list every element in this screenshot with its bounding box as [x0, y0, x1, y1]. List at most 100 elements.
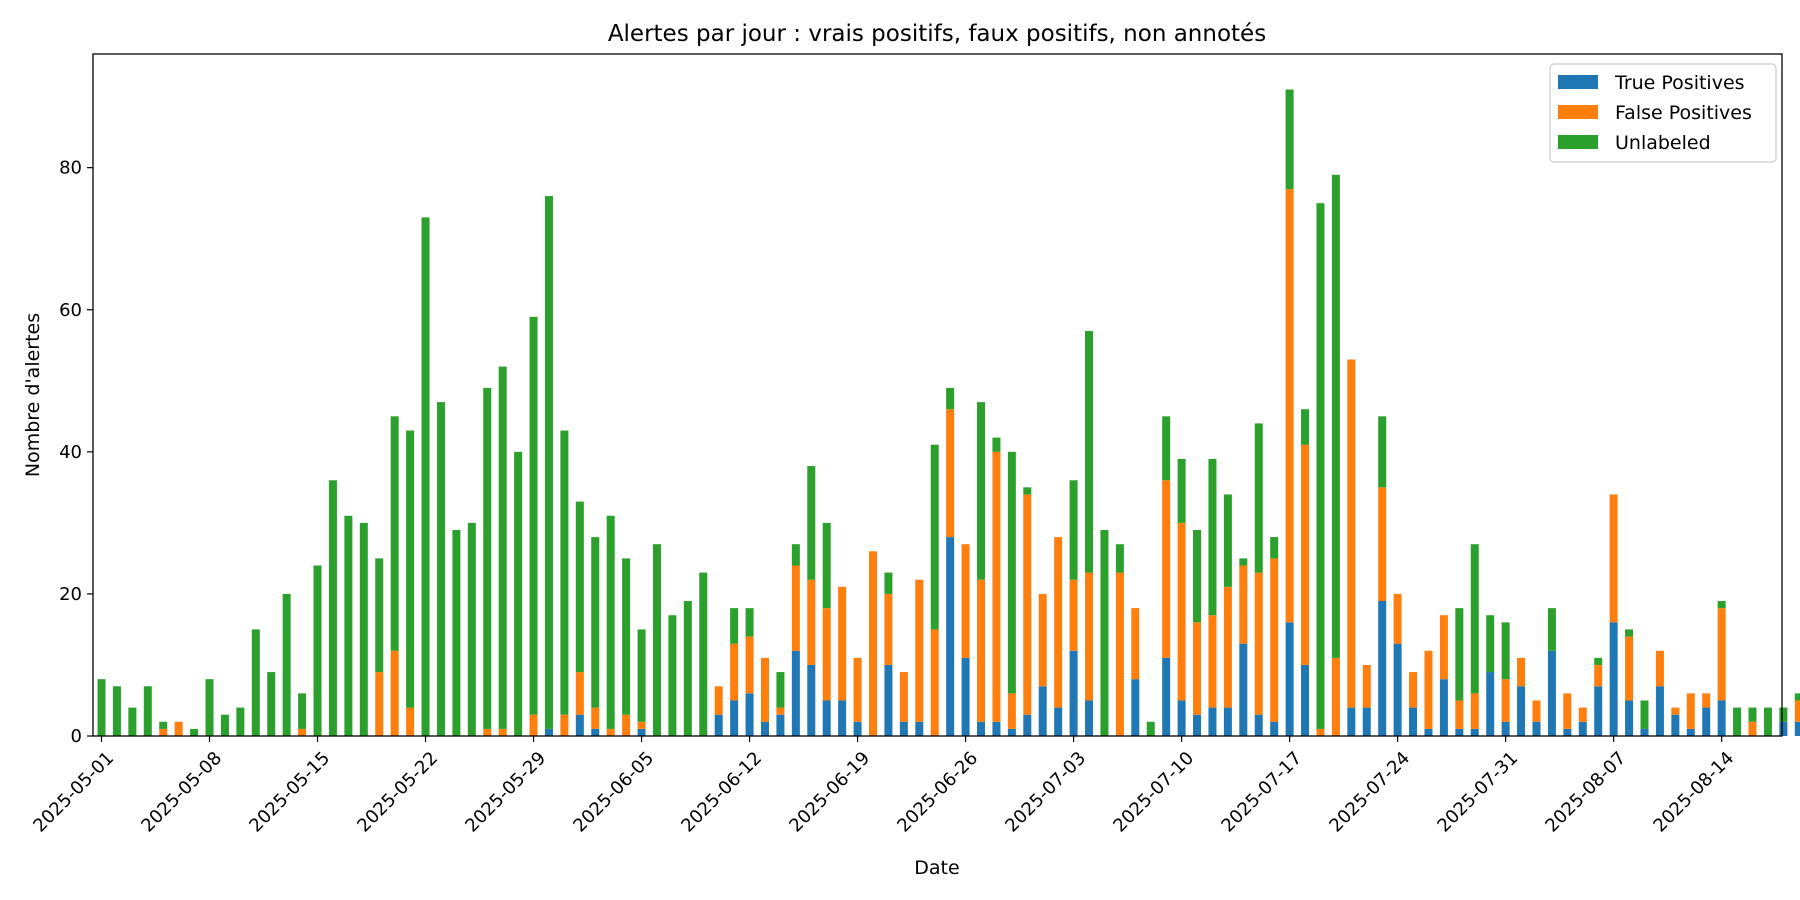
bar-segment-true-positives	[1409, 707, 1418, 736]
bar-segment-false-positives	[575, 672, 584, 715]
bar-segment-true-positives	[1085, 700, 1094, 736]
bar-segment-unlabeled	[1023, 487, 1032, 495]
bar-segment-unlabeled	[1625, 629, 1634, 637]
bar-segment-unlabeled	[1733, 707, 1742, 736]
bar-segment-unlabeled	[436, 402, 445, 736]
bar-segment-true-positives	[1023, 714, 1032, 736]
bar-segment-false-positives	[1455, 700, 1464, 729]
x-tick-label: 2025-05-01	[29, 748, 118, 837]
bar-segment-false-positives	[1223, 586, 1232, 708]
legend-label: True Positives	[1614, 72, 1745, 94]
bar-segment-unlabeled	[1378, 416, 1387, 488]
bar-segment-unlabeled	[791, 544, 800, 566]
bar-segment-unlabeled	[1177, 458, 1186, 523]
x-tick-label: 2025-07-24	[1325, 748, 1414, 837]
bar-segment-true-positives	[1393, 643, 1402, 736]
bar-segment-true-positives	[1223, 707, 1232, 736]
bar-segment-unlabeled	[1162, 416, 1171, 481]
bar-segment-true-positives	[1177, 700, 1186, 736]
bar-segment-false-positives	[1671, 707, 1680, 715]
bar-segment-true-positives	[1470, 728, 1479, 736]
bar-segment-true-positives	[1671, 714, 1680, 736]
bar-segment-true-positives	[961, 657, 970, 736]
legend-swatch	[1558, 105, 1598, 119]
bar-segment-true-positives	[853, 721, 862, 736]
bar-segment-true-positives	[760, 721, 769, 736]
bar-segment-unlabeled	[699, 572, 708, 736]
bar-segment-true-positives	[1378, 601, 1387, 736]
bar-segment-true-positives	[1640, 728, 1649, 736]
bar-segment-false-positives	[977, 579, 986, 722]
bar-segment-false-positives	[637, 721, 646, 729]
bar-segment-true-positives	[544, 728, 553, 736]
bar-segment-false-positives	[714, 686, 723, 715]
bar-segment-unlabeled	[930, 444, 939, 630]
bar-segment-false-positives	[406, 707, 415, 736]
plot-area-frame	[92, 53, 1783, 737]
bar-segment-unlabeled	[97, 679, 106, 736]
x-tick-label: 2025-07-17	[1217, 748, 1306, 837]
bar-segment-unlabeled	[1239, 558, 1248, 566]
bar-segment-false-positives	[622, 714, 631, 736]
bar-segment-unlabeled	[1208, 458, 1217, 616]
bar-segment-true-positives	[1254, 714, 1263, 736]
bar-segment-true-positives	[946, 537, 955, 736]
bar-segment-unlabeled	[637, 629, 646, 722]
bar-segment-false-positives	[1424, 650, 1433, 729]
bar-segment-unlabeled	[128, 707, 137, 736]
bar-segment-unlabeled	[267, 672, 276, 736]
bar-segment-unlabeled	[946, 387, 955, 410]
bar-segment-false-positives	[745, 636, 754, 694]
bar-segment-false-positives	[776, 707, 785, 715]
bar-segment-false-positives	[1794, 700, 1800, 722]
bar-segment-true-positives	[1038, 686, 1047, 736]
bar-segment-unlabeled	[467, 522, 476, 737]
bars-group	[97, 89, 1800, 737]
bar-segment-unlabeled	[1301, 409, 1310, 445]
bar-segment-false-positives	[1378, 487, 1387, 602]
bar-segment-unlabeled	[359, 522, 368, 737]
bar-segment-false-positives	[1038, 593, 1047, 687]
bar-segment-true-positives	[977, 721, 986, 736]
bar-segment-false-positives	[1748, 721, 1757, 736]
bar-segment-false-positives	[375, 672, 384, 736]
bar-segment-true-positives	[1424, 728, 1433, 736]
bar-segment-unlabeled	[298, 693, 307, 729]
bar-segment-true-positives	[745, 693, 754, 737]
bar-segment-unlabeled	[1501, 622, 1510, 680]
bar-segment-unlabeled	[1717, 601, 1726, 609]
x-tick-label: 2025-07-31	[1433, 748, 1522, 837]
bar-segment-unlabeled	[328, 480, 337, 736]
bar-segment-true-positives	[1486, 672, 1495, 736]
bar-segment-false-positives	[1162, 480, 1171, 658]
bar-segment-unlabeled	[421, 217, 430, 736]
y-axis-label: Nombre d'alertes	[22, 313, 44, 477]
bar-segment-true-positives	[1069, 650, 1078, 736]
bar-segment-true-positives	[1347, 707, 1356, 736]
bar-segment-false-positives	[1347, 359, 1356, 708]
bar-segment-unlabeled	[236, 707, 245, 736]
bar-segment-false-positives	[1131, 608, 1140, 680]
bar-segment-true-positives	[992, 721, 1001, 736]
bar-segment-unlabeled	[622, 558, 631, 715]
bar-segment-unlabeled	[1547, 608, 1556, 651]
bar-segment-true-positives	[1007, 728, 1016, 736]
bar-segment-unlabeled	[575, 501, 584, 673]
bar-segment-true-positives	[1686, 728, 1695, 736]
bar-segment-true-positives	[1501, 721, 1510, 736]
x-tick-label: 2025-05-29	[461, 748, 550, 837]
bar-segment-unlabeled	[483, 387, 492, 729]
bar-segment-false-positives	[1655, 650, 1664, 687]
x-tick-label: 2025-05-08	[137, 748, 226, 837]
y-tick-label: 0	[71, 726, 82, 747]
bar-segment-unlabeled	[143, 686, 152, 736]
bar-segment-true-positives	[791, 650, 800, 736]
bar-segment-true-positives	[1301, 664, 1310, 736]
bar-segment-false-positives	[529, 714, 538, 736]
bar-segment-unlabeled	[1486, 615, 1495, 673]
bar-segment-unlabeled	[390, 416, 399, 651]
x-axis-label: Date	[914, 857, 959, 879]
legend-swatch	[1558, 135, 1598, 149]
bar-segment-unlabeled	[406, 430, 415, 708]
